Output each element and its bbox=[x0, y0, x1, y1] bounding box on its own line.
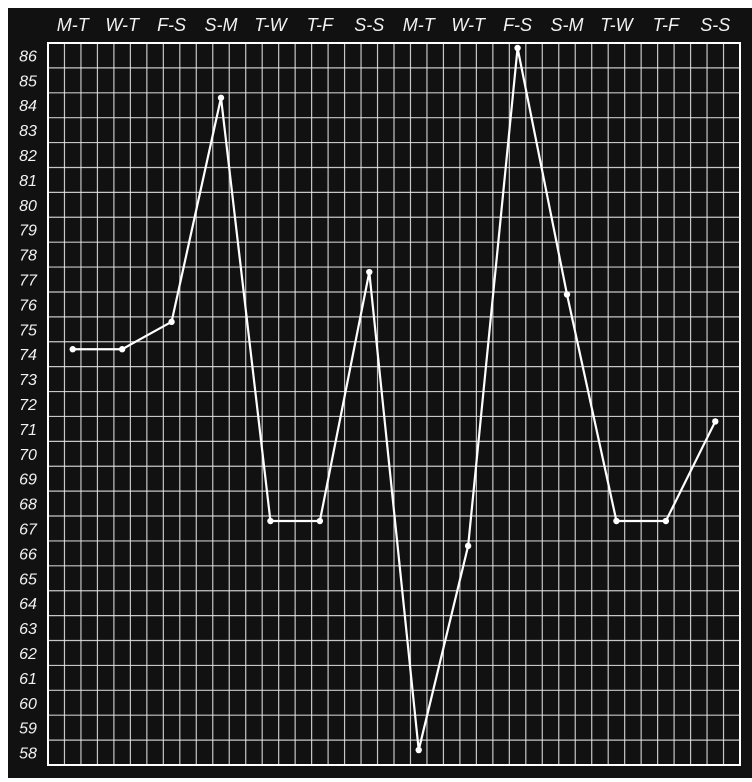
y-tick-label: 80 bbox=[19, 198, 37, 215]
x-tick-label: W-T bbox=[105, 15, 141, 35]
y-tick-label: 63 bbox=[19, 621, 37, 638]
y-tick-label: 78 bbox=[19, 248, 37, 265]
data-point bbox=[415, 746, 422, 754]
x-tick-label: T-F bbox=[653, 15, 680, 35]
data-point bbox=[267, 517, 274, 525]
y-tick-label: 62 bbox=[19, 646, 37, 663]
y-tick-label: 86 bbox=[19, 48, 37, 65]
data-point bbox=[316, 517, 324, 525]
y-tick-label: 76 bbox=[19, 297, 37, 314]
data-point bbox=[217, 94, 225, 101]
y-tick-label: 68 bbox=[19, 497, 37, 514]
y-tick-label: 79 bbox=[19, 223, 37, 240]
x-tick-label: S-M bbox=[551, 15, 584, 35]
data-point bbox=[613, 517, 620, 525]
y-tick-label: 70 bbox=[19, 447, 37, 464]
y-tick-label: 71 bbox=[19, 422, 37, 439]
x-tick-label: T-W bbox=[254, 15, 288, 35]
x-tick-label: T-W bbox=[600, 15, 634, 35]
y-tick-label: 83 bbox=[19, 123, 37, 140]
y-tick-label: 61 bbox=[19, 671, 37, 688]
x-tick-label: S-S bbox=[700, 15, 730, 35]
y-tick-label: 81 bbox=[19, 173, 37, 190]
y-tick-label: 77 bbox=[19, 273, 38, 290]
x-tick-labels: M-T W-T F-S S-M T-W T-F S-S M-T W-T F-S S-M T-W T-F S… bbox=[57, 15, 731, 35]
y-tick-label: 74 bbox=[19, 347, 37, 364]
y-tick-label: 64 bbox=[19, 596, 37, 613]
y-tick-labels: 58 59 60 61 62 63 64 65 66 67 68 69 70 71 72 73 74 75 76 77… bbox=[19, 48, 38, 762]
x-tick-label: M-T bbox=[57, 15, 91, 35]
y-tick-label: 65 bbox=[19, 571, 37, 588]
y-tick-label: 69 bbox=[19, 472, 37, 489]
plot-frame bbox=[47, 42, 741, 766]
x-tick-label: T-F bbox=[307, 15, 334, 35]
y-tick-label: 75 bbox=[19, 322, 37, 339]
y-tick-label: 73 bbox=[19, 372, 37, 389]
data-point bbox=[366, 268, 373, 276]
data-series bbox=[69, 44, 719, 754]
x-tick-label: S-M bbox=[205, 15, 238, 35]
series-line bbox=[72, 46, 717, 752]
data-point bbox=[662, 517, 670, 525]
chart-background bbox=[8, 8, 752, 778]
data-point bbox=[514, 44, 521, 52]
data-point bbox=[118, 346, 126, 353]
x-tick-label: F-S bbox=[503, 15, 532, 35]
data-point bbox=[168, 318, 175, 326]
y-tick-label: 67 bbox=[19, 521, 38, 538]
data-point bbox=[69, 346, 76, 353]
data-point bbox=[712, 418, 719, 425]
y-tick-label: 66 bbox=[19, 546, 37, 563]
y-tick-label: 82 bbox=[19, 148, 37, 165]
data-point bbox=[464, 542, 472, 550]
y-tick-label: 72 bbox=[19, 397, 37, 414]
x-tick-label: S-S bbox=[354, 15, 384, 35]
x-tick-label: W-T bbox=[451, 15, 487, 35]
y-tick-label: 60 bbox=[19, 696, 37, 713]
data-point bbox=[563, 291, 571, 298]
y-tick-label: 85 bbox=[19, 73, 37, 90]
y-tick-label: 59 bbox=[19, 721, 37, 738]
grid bbox=[47, 42, 741, 766]
x-tick-label: F-S bbox=[157, 15, 186, 35]
x-tick-label: M-T bbox=[403, 15, 437, 35]
y-tick-label: 84 bbox=[19, 98, 37, 115]
y-tick-label: 58 bbox=[19, 746, 37, 763]
